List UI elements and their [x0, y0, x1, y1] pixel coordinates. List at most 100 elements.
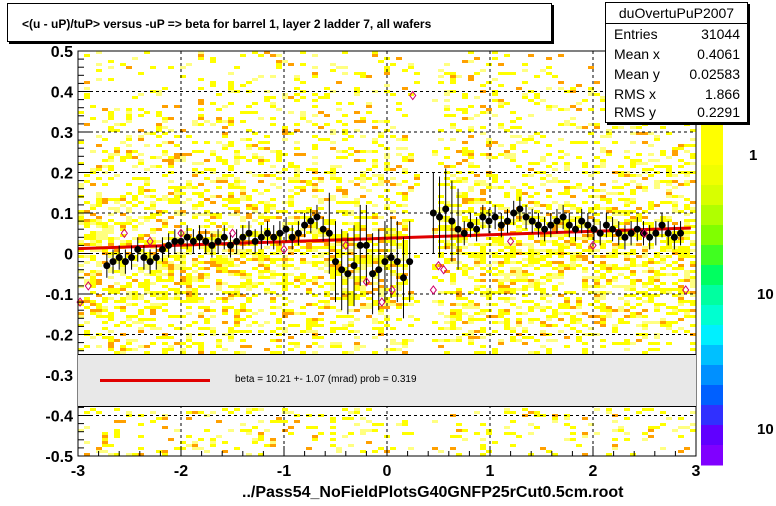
- heat-cell: [144, 291, 150, 294]
- heat-cell: [180, 300, 186, 303]
- heat-cell: [252, 321, 258, 324]
- heat-cell: [186, 324, 192, 327]
- heat-cell: [366, 291, 372, 294]
- heat-cell: [636, 291, 642, 294]
- stats-value: 31044: [701, 26, 740, 42]
- heat-cell: [636, 219, 642, 222]
- heat-cell: [318, 255, 324, 258]
- heat-cell: [330, 297, 336, 300]
- heat-cell: [114, 150, 120, 153]
- heat-cell: [588, 303, 594, 306]
- heat-cell: [90, 291, 96, 294]
- heat-cell: [684, 231, 690, 234]
- heat-cell: [126, 285, 132, 288]
- heat-cell: [354, 423, 360, 426]
- heat-cell: [372, 222, 378, 225]
- heat-cell: [270, 216, 276, 219]
- heat-cell: [522, 183, 528, 186]
- heat-cell: [408, 189, 414, 192]
- heat-cell: [336, 66, 342, 69]
- heat-cell: [360, 429, 366, 432]
- heat-cell: [318, 276, 324, 279]
- heat-cell: [282, 60, 288, 63]
- heat-cell: [336, 315, 342, 318]
- heat-cell: [678, 303, 684, 306]
- heat-cell: [126, 219, 132, 222]
- heat-cell: [258, 270, 264, 273]
- heat-cell: [546, 294, 552, 297]
- heat-cell: [474, 183, 480, 186]
- heat-cell: [438, 255, 444, 258]
- heat-cell: [486, 81, 492, 84]
- heat-cell: [600, 339, 606, 342]
- heat-cell: [432, 339, 438, 342]
- heat-cell: [228, 285, 234, 288]
- heat-cell: [234, 330, 240, 333]
- heat-cell: [252, 285, 258, 288]
- heat-cell: [600, 99, 606, 102]
- profile-point: [559, 213, 567, 221]
- heat-cell: [492, 261, 498, 264]
- heat-cell: [210, 237, 216, 240]
- heat-cell: [360, 135, 366, 138]
- palette-segment: [701, 345, 723, 366]
- heat-cell: [180, 246, 186, 249]
- heat-cell: [642, 141, 648, 144]
- heat-cell: [450, 327, 456, 330]
- heat-cell: [534, 282, 540, 285]
- heat-cell: [342, 417, 348, 420]
- heat-cell: [642, 177, 648, 180]
- heat-cell: [198, 297, 204, 300]
- heat-cell: [522, 330, 528, 333]
- heat-cell: [534, 75, 540, 78]
- heat-cell: [516, 198, 522, 201]
- heat-cell: [492, 303, 498, 306]
- heat-cell: [306, 426, 312, 429]
- heat-cell: [378, 309, 384, 312]
- heat-cell: [240, 189, 246, 192]
- heat-cell: [516, 240, 522, 243]
- heat-cell: [654, 288, 660, 291]
- heat-cell: [516, 306, 522, 309]
- heat-cell: [354, 261, 360, 264]
- heat-cell: [84, 174, 90, 177]
- heat-cell: [312, 222, 318, 225]
- heat-cell: [222, 144, 228, 147]
- heat-cell: [672, 312, 678, 315]
- heat-cell: [612, 234, 618, 237]
- heat-cell: [306, 243, 312, 246]
- heat-cell: [672, 240, 678, 243]
- y-tick-label: 0.4: [51, 85, 73, 102]
- heat-cell: [588, 186, 594, 189]
- heat-cell: [456, 108, 462, 111]
- heat-cell: [564, 324, 570, 327]
- heat-cell: [306, 288, 312, 291]
- heat-cell: [486, 108, 492, 111]
- heat-cell: [468, 201, 474, 204]
- heat-cell: [564, 300, 570, 303]
- heat-cell: [114, 129, 120, 132]
- heat-cell: [540, 219, 546, 222]
- heat-cell: [690, 324, 696, 327]
- heat-cell: [624, 348, 630, 351]
- heat-cell: [192, 192, 198, 195]
- heat-cell: [528, 174, 534, 177]
- heat-cell: [228, 174, 234, 177]
- heat-cell: [684, 279, 690, 282]
- heat-cell: [258, 276, 264, 279]
- heat-cell: [642, 222, 648, 225]
- heat-cell: [534, 204, 540, 207]
- heat-cell: [678, 258, 684, 261]
- heat-cell: [90, 168, 96, 171]
- heat-cell: [582, 435, 588, 438]
- heat-cell: [546, 240, 552, 243]
- heat-cell: [90, 243, 96, 246]
- heat-cell: [126, 210, 132, 213]
- heat-cell: [336, 255, 342, 258]
- profile-point: [288, 233, 296, 241]
- heat-cell: [660, 165, 666, 168]
- heat-cell: [432, 228, 438, 231]
- heat-cell: [594, 165, 600, 168]
- heat-cell: [492, 114, 498, 117]
- heat-cell: [312, 330, 318, 333]
